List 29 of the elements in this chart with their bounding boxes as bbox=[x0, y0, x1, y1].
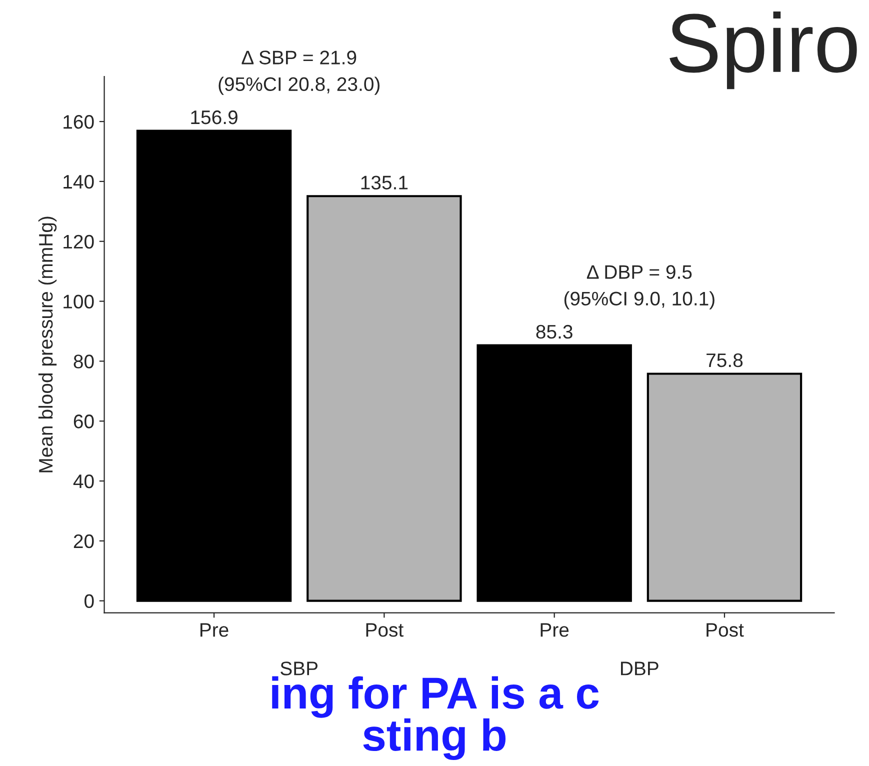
data-label: 85.3 bbox=[536, 324, 572, 339]
text: ing for PA is a c bbox=[272, 676, 599, 718]
x-tick-label: Post bbox=[706, 623, 744, 637]
y-tick-label: 40 bbox=[73, 474, 94, 488]
x-tick-label: Pre bbox=[540, 623, 569, 637]
bar bbox=[646, 372, 802, 602]
x-tick-label: Post bbox=[366, 623, 404, 637]
bar bbox=[306, 195, 462, 602]
y-axis-title: Mean blood pressure (mmHg) bbox=[38, 216, 57, 472]
x-tick-label: Pre bbox=[200, 623, 228, 637]
y-tick-label: 20 bbox=[74, 534, 94, 548]
bar bbox=[136, 130, 292, 602]
y-tick-label: 80 bbox=[74, 354, 94, 368]
text: SBP bbox=[280, 662, 318, 676]
y-tick-label: 140 bbox=[64, 174, 94, 189]
annotation: Δ DBP = 9.5 (95%CI 9.0, 10.1) bbox=[564, 265, 714, 310]
y-tick-label: 60 bbox=[74, 414, 94, 428]
y-tick-label: 100 bbox=[64, 294, 94, 308]
text: sting b bbox=[363, 718, 506, 760]
y-tick-label: 120 bbox=[64, 234, 94, 249]
text: DBP bbox=[621, 662, 658, 676]
y-tick-label: 0 bbox=[84, 594, 94, 608]
annotation: Δ SBP = 21.9 (95%CI 20.8, 23.0) bbox=[218, 50, 380, 95]
data-label: 156.9 bbox=[191, 110, 238, 124]
bar bbox=[476, 344, 632, 602]
data-label: 135.1 bbox=[361, 176, 408, 190]
data-label: 75.8 bbox=[706, 353, 743, 368]
chart-title: Spiro bbox=[670, 11, 857, 90]
y-tick-label: 160 bbox=[64, 115, 94, 129]
